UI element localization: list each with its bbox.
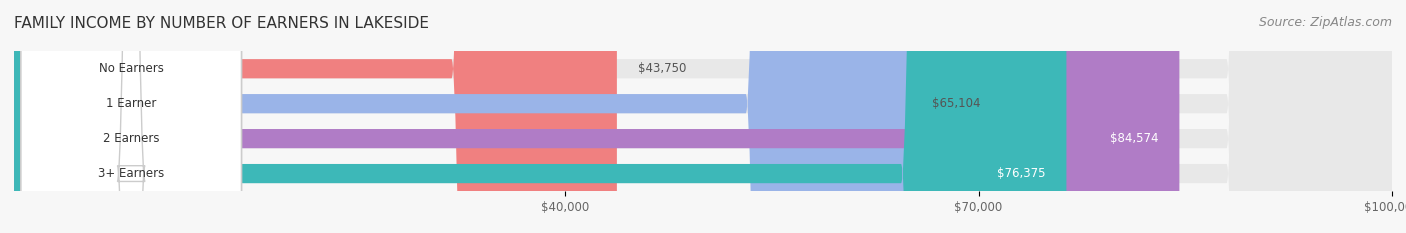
FancyBboxPatch shape [14,0,1392,233]
Text: $76,375: $76,375 [997,167,1046,180]
Text: 1 Earner: 1 Earner [105,97,156,110]
FancyBboxPatch shape [14,0,617,233]
Text: $65,104: $65,104 [932,97,980,110]
Text: No Earners: No Earners [98,62,163,75]
FancyBboxPatch shape [14,0,1392,233]
FancyBboxPatch shape [14,0,1180,233]
Text: Source: ZipAtlas.com: Source: ZipAtlas.com [1258,16,1392,29]
FancyBboxPatch shape [21,0,242,233]
Text: $43,750: $43,750 [637,62,686,75]
Text: 2 Earners: 2 Earners [103,132,159,145]
Text: $84,574: $84,574 [1111,132,1159,145]
FancyBboxPatch shape [14,0,1392,233]
Text: FAMILY INCOME BY NUMBER OF EARNERS IN LAKESIDE: FAMILY INCOME BY NUMBER OF EARNERS IN LA… [14,16,429,31]
FancyBboxPatch shape [21,0,242,233]
FancyBboxPatch shape [21,0,242,233]
FancyBboxPatch shape [14,0,911,233]
FancyBboxPatch shape [14,0,1392,233]
FancyBboxPatch shape [14,0,1066,233]
Text: 3+ Earners: 3+ Earners [98,167,165,180]
FancyBboxPatch shape [21,0,242,233]
